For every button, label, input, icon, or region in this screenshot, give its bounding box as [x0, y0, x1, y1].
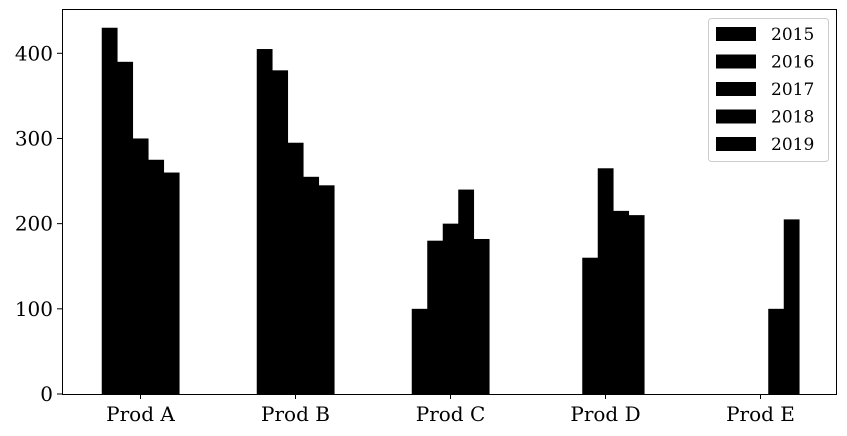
x-tick-label: Prod B	[261, 402, 330, 426]
bar-prod-c-2019	[473, 238, 490, 394]
legend-swatch-2015	[716, 27, 756, 41]
y-tick-label: 200	[15, 212, 53, 236]
bar-prod-c-2018	[458, 189, 475, 394]
y-tick-label: 100	[15, 297, 53, 321]
bar-prod-d-2018	[613, 210, 630, 394]
legend-swatch-2016	[716, 54, 756, 69]
bar-prod-a-2015	[101, 27, 118, 394]
x-tick-label: Prod C	[416, 402, 486, 426]
legend-swatch-2018	[716, 109, 756, 124]
bar-prod-b-2018	[303, 176, 320, 394]
legend-label-2018: 2018	[771, 108, 814, 128]
x-tick-label: Prod A	[106, 402, 175, 426]
bar-prod-e-2019	[783, 219, 800, 394]
legend: 2015 2016 2017 2018 2019	[708, 18, 829, 162]
y-tick-label: 300	[15, 126, 53, 150]
x-tick-label: Prod E	[726, 402, 795, 426]
bar-prod-d-2017	[597, 168, 614, 394]
legend-swatch-2017	[716, 82, 756, 96]
bar-prod-b-2015	[256, 49, 273, 395]
bar-prod-a-2018	[148, 159, 165, 394]
legend-label-2016: 2016	[771, 53, 814, 73]
bar-prod-b-2016	[272, 70, 289, 395]
legend-swatch-2019	[716, 137, 756, 151]
legend-label-2017: 2017	[771, 80, 814, 100]
bar-prod-c-2016	[427, 240, 444, 394]
y-tick-label: 400	[15, 41, 53, 65]
bar-prod-a-2019	[163, 172, 180, 394]
bars-group	[101, 27, 800, 395]
bar-prod-a-2017	[132, 138, 149, 394]
bar-prod-a-2016	[117, 61, 134, 395]
bar-prod-d-2016	[582, 257, 599, 394]
plot-frame	[62, 9, 837, 395]
y-axis: 0 100 200 300 400	[15, 41, 62, 406]
bar-prod-d-2019	[628, 215, 645, 394]
bar-prod-e-2018	[768, 308, 785, 394]
legend-box	[708, 18, 829, 162]
x-tick-label: Prod D	[570, 402, 640, 426]
x-axis: Prod A Prod B Prod C Prod D Prod E	[106, 394, 795, 426]
bar-prod-c-2017	[442, 223, 459, 394]
bar-prod-c-2015	[411, 308, 428, 394]
bar-prod-b-2017	[287, 142, 304, 394]
bar-prod-b-2019	[318, 185, 335, 394]
legend-label-2015: 2015	[771, 25, 814, 45]
legend-label-2019: 2019	[771, 135, 814, 155]
y-tick-label: 0	[40, 382, 53, 406]
